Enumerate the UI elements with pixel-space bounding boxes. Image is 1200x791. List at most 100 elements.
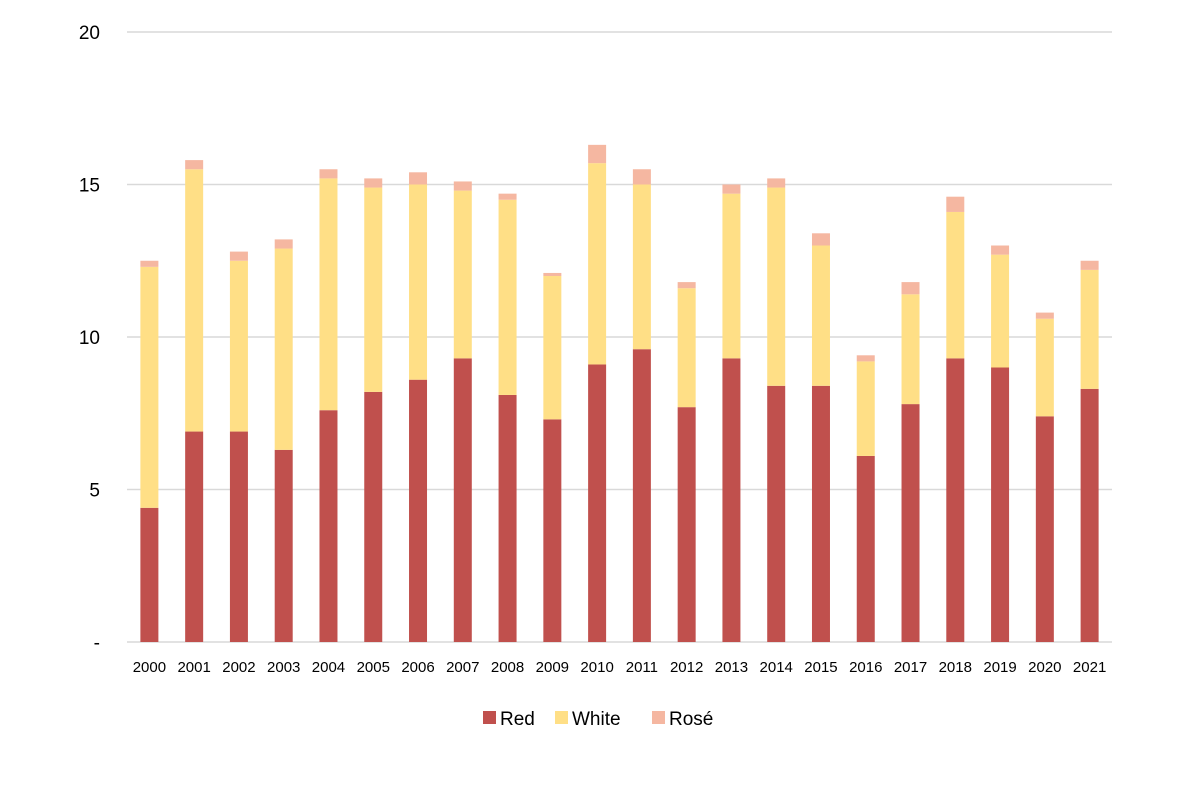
x-tick-label: 2020 (1028, 659, 1061, 676)
bar-ros-2020 (1035, 312, 1054, 319)
bar-white-2012 (677, 288, 696, 408)
x-tick-label: 2001 (177, 659, 210, 676)
bar-red-2003 (274, 449, 293, 642)
bar-ros-2007 (453, 181, 472, 191)
bar-ros-2009 (543, 272, 562, 276)
x-tick-label: 2016 (849, 659, 882, 676)
bar-ros-2021 (1080, 260, 1099, 270)
x-tick-label: 2004 (312, 659, 345, 676)
bar-white-2019 (991, 254, 1010, 368)
x-axis-ticks: 2000 2001 2002 2003 2004 2005 2006 2007 2008 2009… (133, 659, 1107, 676)
bar-red-2008 (498, 394, 517, 642)
legend-label: White (572, 709, 621, 730)
bar-white-2018 (946, 211, 965, 359)
bar-white-2000 (140, 266, 159, 508)
bar-ros-2014 (767, 178, 786, 188)
bar-white-2001 (185, 169, 204, 432)
bar-ros-2001 (185, 160, 204, 170)
x-tick-label: 2000 (133, 659, 166, 676)
legend-label: Red (500, 709, 535, 730)
legend-swatch-red (483, 711, 496, 724)
bar-white-2009 (543, 276, 562, 420)
bar-red-2000 (140, 507, 159, 642)
bar-red-2005 (364, 391, 383, 642)
x-tick-label: 2013 (715, 659, 748, 676)
bar-white-2008 (498, 199, 517, 395)
bar-red-2017 (901, 404, 920, 642)
x-tick-label: 2007 (446, 659, 479, 676)
bar-red-2015 (811, 385, 830, 642)
x-tick-label: 2012 (670, 659, 703, 676)
legend-label: Rosé (669, 709, 713, 730)
bar-white-2005 (364, 187, 383, 392)
bar-ros-2003 (274, 239, 293, 249)
bar-red-2012 (677, 407, 696, 642)
bar-red-2006 (409, 379, 428, 642)
x-tick-label: 2006 (401, 659, 434, 676)
bar-ros-2008 (498, 193, 517, 200)
bar-ros-2012 (677, 282, 696, 289)
x-tick-label: 2003 (267, 659, 300, 676)
x-tick-label: 2002 (222, 659, 255, 676)
bar-red-2020 (1035, 416, 1054, 642)
bar-red-2018 (946, 358, 965, 642)
bar-red-2016 (856, 455, 875, 642)
bar-red-2011 (632, 349, 651, 642)
bars (140, 144, 1099, 642)
x-tick-label: 2015 (804, 659, 837, 676)
x-tick-label: 2019 (983, 659, 1016, 676)
bar-white-2002 (229, 260, 248, 432)
x-tick-label: 2011 (626, 659, 658, 676)
x-tick-label: 2010 (580, 659, 613, 676)
bar-red-2019 (991, 367, 1010, 642)
bar-ros-2018 (946, 196, 965, 212)
bar-white-2016 (856, 361, 875, 456)
x-tick-label: 2018 (939, 659, 972, 676)
bar-ros-2002 (229, 251, 248, 261)
bar-white-2010 (588, 163, 607, 365)
y-axis-ticks: - 5 10 15 20 (79, 23, 100, 654)
bar-red-2001 (185, 431, 204, 642)
bar-red-2002 (229, 431, 248, 642)
bar-ros-2006 (409, 172, 428, 185)
bar-white-2003 (274, 248, 293, 450)
bar-ros-2011 (632, 169, 651, 185)
bar-white-2015 (811, 245, 830, 386)
bar-red-2007 (453, 358, 472, 642)
legend-swatch-white (555, 711, 568, 724)
bar-ros-2010 (588, 144, 607, 164)
bar-white-2013 (722, 193, 741, 359)
bar-ros-2015 (811, 233, 830, 246)
y-tick-label: 5 (89, 481, 100, 502)
x-tick-label: 2021 (1073, 659, 1106, 676)
bar-red-2021 (1080, 388, 1099, 642)
bar-red-2013 (722, 358, 741, 642)
bar-white-2004 (319, 178, 338, 411)
bar-white-2007 (453, 190, 472, 359)
x-tick-label: 2009 (536, 659, 569, 676)
bar-white-2014 (767, 187, 786, 386)
x-tick-label: 2008 (491, 659, 524, 676)
y-tick-label: 10 (79, 328, 100, 349)
y-tick-label: 20 (79, 23, 100, 44)
bar-ros-2000 (140, 260, 159, 267)
bar-ros-2019 (991, 245, 1010, 255)
bar-red-2014 (767, 385, 786, 642)
x-tick-label: 2017 (894, 659, 927, 676)
y-tick-label: 15 (79, 176, 100, 197)
bar-red-2010 (588, 364, 607, 642)
bar-white-2006 (409, 184, 428, 380)
bar-white-2011 (632, 184, 651, 350)
x-tick-label: 2005 (357, 659, 390, 676)
bar-ros-2004 (319, 169, 338, 179)
bar-white-2021 (1080, 269, 1099, 389)
bar-ros-2016 (856, 355, 875, 362)
y-tick-label: - (94, 633, 100, 654)
bar-ros-2013 (722, 184, 741, 194)
legend-swatch-ros (652, 711, 665, 724)
legend: Red White Rosé (483, 709, 713, 730)
bar-ros-2005 (364, 178, 383, 188)
bar-red-2009 (543, 419, 562, 642)
